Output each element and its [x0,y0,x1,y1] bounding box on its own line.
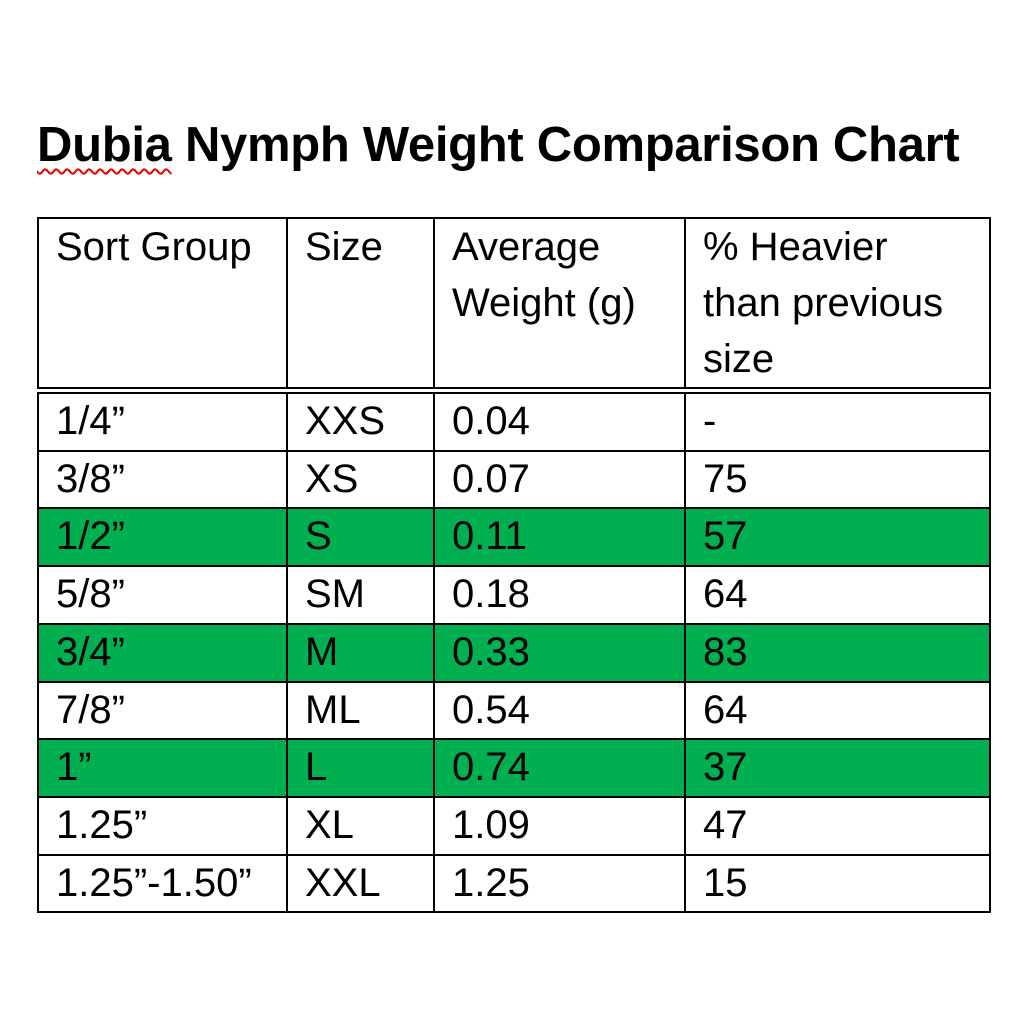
cell-size: XS [286,449,435,510]
table-row-highlighted: 3/4” M 0.33 83 [37,622,991,683]
cell-avg-weight: 1.09 [433,795,686,856]
cell-avg-weight: 1.25 [433,853,686,914]
cell-pct-heavier: 57 [684,507,991,568]
table-row: 1/4” XXS 0.04 - [37,389,991,452]
page-title: Dubia Nymph Weight Comparison Chart [37,116,960,175]
table-row: 1.25” XL 1.09 47 [37,795,991,856]
column-header-pct-heavier: % Heavier than previous size [684,217,991,394]
cell-sort-group: 7/8” [37,680,288,741]
cell-sort-group: 3/4” [37,622,288,683]
page-title-rest: Nymph Weight Comparison Chart [171,118,960,172]
cell-avg-weight: 0.74 [433,738,686,798]
cell-pct-heavier: 75 [684,449,991,510]
cell-size: S [286,507,435,568]
cell-avg-weight: 0.18 [433,565,686,625]
cell-size: XL [286,795,435,856]
weight-comparison-table: Sort Group Size Average Weight (g) % Hea… [37,217,991,914]
cell-sort-group: 3/8” [37,449,288,510]
table-row: 5/8” SM 0.18 64 [37,565,991,625]
cell-sort-group: 1.25” [37,795,288,856]
table-row-highlighted: 1” L 0.74 37 [37,738,991,798]
cell-avg-weight: 0.33 [433,622,686,683]
cell-pct-heavier: - [684,389,991,452]
cell-pct-heavier: 47 [684,795,991,856]
cell-pct-heavier: 15 [684,853,991,914]
cell-size: XXL [286,853,435,914]
cell-pct-heavier: 64 [684,565,991,625]
misspelled-word-dubia: Dubia [37,118,172,172]
column-header-size: Size [286,217,435,394]
cell-pct-heavier: 37 [684,738,991,798]
table-row: 7/8” ML 0.54 64 [37,680,991,741]
column-header-sort-group: Sort Group [37,217,288,394]
cell-size: XXS [286,389,435,452]
cell-sort-group: 1.25”-1.50” [37,853,288,914]
cell-avg-weight: 0.07 [433,449,686,510]
cell-size: M [286,622,435,683]
cell-avg-weight: 0.11 [433,507,686,568]
cell-size: L [286,738,435,798]
table-row-highlighted: 1/2” S 0.11 57 [37,507,991,568]
cell-avg-weight: 0.54 [433,680,686,741]
cell-pct-heavier: 83 [684,622,991,683]
cell-sort-group: 1” [37,738,288,798]
column-header-average-weight: Average Weight (g) [433,217,686,394]
table-header-row: Sort Group Size Average Weight (g) % Hea… [37,217,991,394]
cell-avg-weight: 0.04 [433,389,686,452]
table-row: 1.25”-1.50” XXL 1.25 15 [37,853,991,914]
cell-sort-group: 1/4” [37,389,288,452]
cell-pct-heavier: 64 [684,680,991,741]
table-row: 3/8” XS 0.07 75 [37,449,991,510]
cell-sort-group: 5/8” [37,565,288,625]
cell-size: ML [286,680,435,741]
cell-sort-group: 1/2” [37,507,288,568]
cell-size: SM [286,565,435,625]
